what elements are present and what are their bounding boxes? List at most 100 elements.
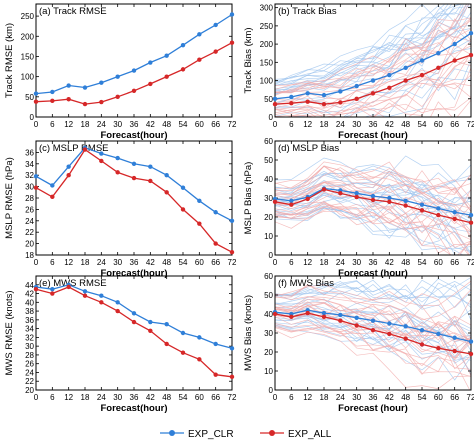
ensemble-line (275, 302, 471, 341)
legend-marker (269, 430, 275, 436)
data-point (452, 210, 457, 215)
x-tick-label: 72 (228, 120, 237, 129)
ensemble-line (275, 284, 471, 328)
data-point (436, 206, 441, 211)
data-point (229, 12, 235, 17)
data-point (180, 350, 186, 355)
data-point (289, 202, 294, 207)
y-tick-label: 30 (25, 183, 34, 192)
data-point (148, 60, 153, 65)
data-point (229, 346, 235, 351)
x-tick-label: 6 (50, 258, 55, 267)
ensemble-line (275, 206, 471, 237)
data-point (115, 74, 120, 79)
y-tick-label: 18 (25, 251, 34, 260)
x-tick-label: 0 (34, 120, 39, 129)
x-axis-label: Forecast(hour) (100, 268, 167, 279)
x-tick-label: 0 (273, 393, 278, 402)
ensemble-line (275, 74, 471, 117)
y-axis-label: MSLP Bias (hPa) (243, 162, 254, 235)
data-point (289, 100, 294, 106)
y-tick-label: 20 (25, 240, 34, 249)
x-tick-label: 18 (81, 120, 90, 129)
x-tick-label: 48 (401, 258, 410, 267)
data-point (197, 357, 202, 362)
ensemble-line (275, 164, 471, 190)
y-tick-label: 40 (264, 175, 273, 184)
data-point (289, 198, 294, 204)
x-tick-label: 60 (434, 393, 443, 402)
data-point (99, 99, 104, 105)
y-tick-label: 44 (25, 281, 34, 290)
x-tick-label: 12 (64, 393, 73, 402)
ensemble-line (275, 165, 471, 194)
x-tick-label: 36 (369, 258, 378, 267)
y-tick-label: 34 (25, 160, 34, 169)
y-tick-label: 60 (264, 272, 273, 281)
y-tick-label: 26 (25, 205, 34, 214)
data-point (338, 312, 343, 318)
data-point (419, 342, 425, 347)
data-point (354, 194, 359, 200)
data-point (82, 101, 88, 107)
data-point (338, 89, 343, 94)
data-point (115, 155, 120, 161)
data-point (321, 92, 327, 98)
x-tick-label: 6 (50, 393, 55, 402)
data-point (164, 322, 169, 327)
y-tick-label: 100 (260, 77, 274, 86)
ensemble-line (275, 191, 471, 241)
panel-d: 0 6 12 18 24 30 36 42 48 54 60 66 72 0 10 20 30 40 50 60 (d)… (243, 137, 474, 279)
y-tick-label: 100 (21, 73, 35, 82)
x-tick-label: 24 (97, 393, 106, 402)
y-tick-label: 50 (264, 95, 273, 104)
data-point (99, 158, 104, 164)
data-point (197, 32, 202, 37)
data-point (403, 324, 408, 329)
x-tick-label: 36 (369, 393, 378, 402)
data-point (50, 286, 55, 292)
y-tick-label: 38 (25, 307, 34, 316)
data-point (164, 173, 169, 178)
data-point (370, 193, 376, 199)
data-point (180, 207, 186, 212)
x-tick-label: 66 (450, 258, 459, 267)
y-tick-label: 20 (264, 213, 273, 222)
x-axis-label: Forecast(hour) (100, 403, 167, 414)
x-tick-label: 48 (162, 393, 171, 402)
data-point (403, 198, 408, 204)
data-point (436, 51, 441, 56)
data-point (197, 57, 202, 62)
x-tick-label: 6 (289, 258, 294, 267)
data-point (180, 330, 186, 336)
ensemble-line (275, 4, 460, 87)
y-tick-label: 24 (25, 217, 34, 226)
y-tick-label: 200 (21, 32, 35, 41)
x-tick-label: 42 (146, 120, 155, 129)
data-point (164, 190, 169, 195)
x-tick-label: 24 (97, 120, 106, 129)
legend-label: EXP_ALL (288, 429, 332, 440)
data-point (436, 331, 441, 337)
series-line-exp-all (35, 42, 233, 105)
data-point (370, 318, 376, 323)
data-point (180, 42, 186, 48)
data-point (213, 341, 218, 347)
ensemble-line (275, 28, 471, 90)
panel-a: 0 6 12 18 24 30 36 42 48 54 60 66 72 0 50 100 150 200 250 (… (4, 3, 237, 141)
x-tick-label: 42 (385, 258, 394, 267)
y-tick-label: 24 (25, 368, 34, 377)
data-point (403, 203, 408, 208)
ensemble-line (275, 161, 471, 193)
data-point (403, 336, 408, 341)
data-point (468, 351, 474, 357)
ensemble-line (275, 17, 471, 93)
data-point (419, 327, 425, 333)
data-point (354, 83, 359, 89)
data-point (131, 175, 137, 181)
y-tick-label: 40 (25, 298, 34, 307)
ensemble-line (275, 4, 463, 80)
x-tick-label: 66 (450, 393, 459, 402)
data-point (452, 335, 457, 340)
